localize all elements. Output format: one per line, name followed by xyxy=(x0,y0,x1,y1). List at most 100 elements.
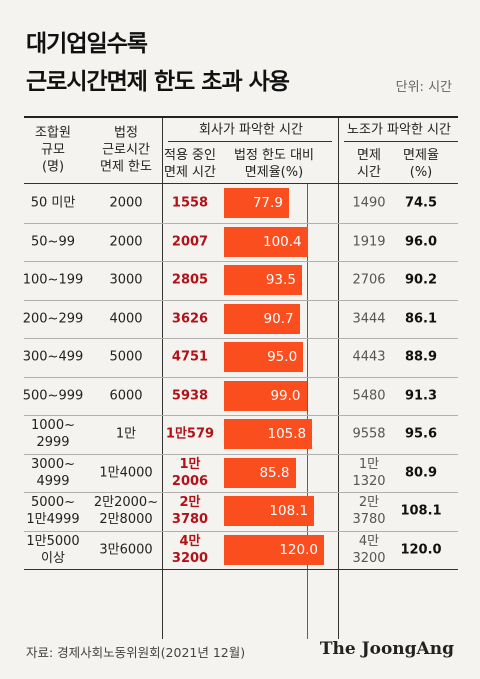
cell-union-rate: 88.9 xyxy=(404,349,438,365)
cell-company-hours: 1만579 xyxy=(165,426,215,442)
rate-bar-label: 90.7 xyxy=(263,310,294,327)
rate-bar-label: 93.5 xyxy=(265,272,296,289)
cell-legal-limit: 1만 xyxy=(115,426,137,442)
cell-union-rate: 86.1 xyxy=(404,311,438,327)
row-divider xyxy=(24,530,458,532)
cell-size: 1000~ 2999 xyxy=(31,418,75,451)
cell-legal-limit: 6000 xyxy=(109,388,143,404)
cell-union-rate: 108.1 xyxy=(400,503,442,519)
brand-logo: The JoongAng xyxy=(319,639,454,659)
header-bottom-rule xyxy=(24,183,458,184)
header-union-underline xyxy=(344,141,458,142)
cell-size: 5000~ 1만4999 xyxy=(26,495,80,528)
rate-bar-label: 120.0 xyxy=(279,541,318,558)
cell-union-hours: 4443 xyxy=(352,349,386,365)
header-union-rate: 면제율 (%) xyxy=(403,148,439,180)
cell-union-hours: 9558 xyxy=(352,426,386,442)
rate-bar xyxy=(224,265,302,296)
cell-union-hours: 4만 3200 xyxy=(352,533,386,566)
cell-union-hours: 2706 xyxy=(352,272,386,288)
rate-bar xyxy=(224,188,289,219)
cell-union-hours: 2만 3780 xyxy=(352,495,386,528)
column-divider-right xyxy=(338,118,339,639)
cell-size: 1만5000 이상 xyxy=(26,533,80,566)
cell-union-rate: 95.6 xyxy=(404,426,438,442)
row-divider xyxy=(24,492,458,493)
rate-bar xyxy=(224,534,324,565)
row-divider xyxy=(24,453,458,455)
rate-bar-label: 95.0 xyxy=(267,349,298,366)
header-union-group: 노조가 파악한 시간 xyxy=(347,122,451,138)
cell-legal-limit: 2000 xyxy=(109,195,143,211)
cell-union-hours: 1490 xyxy=(352,195,386,211)
header-company-group: 회사가 파악한 시간 xyxy=(199,122,303,138)
row-divider xyxy=(24,222,458,224)
row-divider xyxy=(24,415,458,416)
cell-size: 50~99 xyxy=(31,234,75,250)
rate-bar xyxy=(224,303,300,334)
rate-bar-label: 100.4 xyxy=(263,233,302,250)
table-top-rule xyxy=(24,116,458,118)
row-divider xyxy=(24,299,458,301)
header-legal-limit: 법정 근로시간 면제 한도 xyxy=(100,125,152,175)
row-divider xyxy=(24,376,458,378)
rate-bar-label: 77.9 xyxy=(252,195,283,212)
cell-size: 3000~ 4999 xyxy=(31,456,75,489)
title-line-2: 근로시간면제 한도 초과 사용 xyxy=(26,69,290,95)
title-line-1: 대기업일수록 xyxy=(26,31,148,57)
cell-union-rate: 74.5 xyxy=(404,195,438,211)
source-note: 자료: 경제사회노동위원회(2021년 12월) xyxy=(26,645,246,660)
cell-legal-limit: 2만2000~ 2만8000 xyxy=(93,495,159,528)
row-divider xyxy=(24,338,458,339)
rate-bar xyxy=(224,419,313,450)
column-divider-left xyxy=(162,118,163,639)
cell-size: 100~199 xyxy=(22,272,84,288)
cell-legal-limit: 3000 xyxy=(109,272,143,288)
cell-legal-limit: 3만6000 xyxy=(99,542,153,558)
rate-bar xyxy=(224,380,307,411)
cell-company-hours: 2805 xyxy=(171,272,209,288)
rate-bar-label: 85.8 xyxy=(259,464,290,481)
rate-bar xyxy=(224,342,304,373)
cell-union-rate: 90.2 xyxy=(404,272,438,288)
cell-union-hours: 1919 xyxy=(352,234,386,250)
cell-size: 50 미만 xyxy=(30,195,76,211)
cell-legal-limit: 5000 xyxy=(109,349,143,365)
cell-legal-limit: 2000 xyxy=(109,234,143,250)
cell-size: 200~299 xyxy=(22,311,84,327)
cell-legal-limit: 4000 xyxy=(109,311,143,327)
rate-bar xyxy=(224,226,308,257)
rate-bar xyxy=(224,496,315,527)
cell-company-hours: 1만 2006 xyxy=(171,456,209,489)
row-divider xyxy=(24,261,458,262)
cell-union-hours: 3444 xyxy=(352,311,386,327)
rate-bar-label: 108.1 xyxy=(269,503,309,520)
cell-union-hours: 5480 xyxy=(352,388,386,404)
cell-company-hours: 2007 xyxy=(171,234,209,250)
cell-company-hours: 5938 xyxy=(171,388,209,404)
cell-union-rate: 91.3 xyxy=(404,388,438,404)
cell-size: 500~999 xyxy=(22,388,84,404)
cell-legal-limit: 1만4000 xyxy=(99,465,153,481)
rate-bar-label: 105.8 xyxy=(267,426,307,443)
header-company-hours: 적용 중인 면제 시간 xyxy=(164,148,216,180)
rate-bar-label: 99.0 xyxy=(270,387,301,404)
header-union-hours: 면제 시간 xyxy=(357,148,381,180)
cell-union-hours: 1만 1320 xyxy=(352,456,386,489)
header-company-rate: 법정 한도 대비 면제율(%) xyxy=(233,148,315,180)
header-company-underline xyxy=(168,141,332,142)
cell-size: 300~499 xyxy=(22,349,84,365)
header-size: 조합원 규모 (명) xyxy=(35,125,71,175)
cell-company-hours: 4만 3200 xyxy=(171,533,209,566)
cell-company-hours: 2만 3780 xyxy=(171,495,209,528)
cell-union-rate: 80.9 xyxy=(404,465,438,481)
unit-label: 단위: 시간 xyxy=(395,80,452,95)
rate-bar xyxy=(224,457,296,488)
cell-company-hours: 3626 xyxy=(171,311,209,327)
cell-company-hours: 1558 xyxy=(171,195,209,211)
cell-union-rate: 120.0 xyxy=(400,542,442,558)
cell-company-hours: 4751 xyxy=(171,349,209,365)
table-bottom-rule xyxy=(24,569,458,570)
reference-line-100 xyxy=(307,184,309,639)
cell-union-rate: 96.0 xyxy=(404,234,438,250)
